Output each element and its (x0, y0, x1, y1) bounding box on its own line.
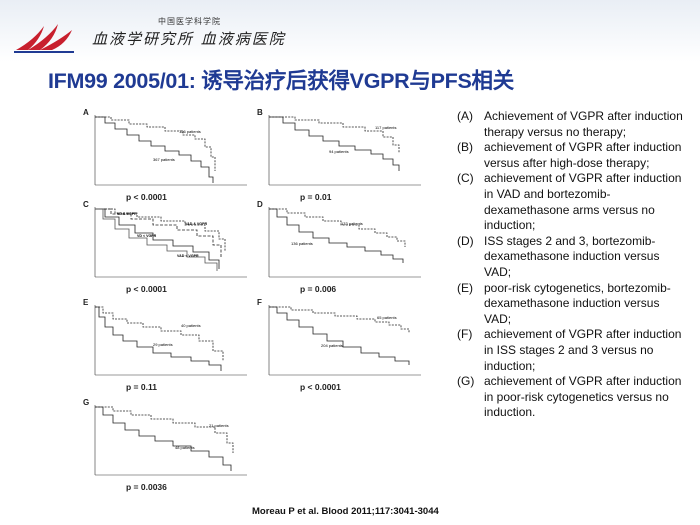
legend-text: Achievement of VGPR after induction ther… (484, 109, 683, 139)
legend-item: (D) ISS stages 2 and 3, bortezomib-dexam… (457, 234, 687, 281)
curve-dashed (95, 208, 226, 251)
panel-letter: D (257, 200, 263, 209)
panel-letter: A (83, 108, 89, 117)
curve-dashed (95, 306, 224, 361)
curve-label: 21 patients (209, 423, 229, 428)
legend-item: (F) achievement of VGPR after induction … (457, 327, 687, 374)
legend-tag: (A) (457, 109, 473, 123)
curve-dashed (269, 208, 406, 247)
curve-solid (269, 208, 404, 263)
curve-solid (269, 116, 400, 171)
panel-letter: C (83, 200, 89, 209)
curve-label: VD & VGPR (117, 212, 137, 216)
km-plot: 117 patients 94 patients (268, 115, 421, 186)
curve-dashed (95, 406, 234, 453)
panel-e: E 40 patients 29 patients p = 0.11 (82, 298, 252, 396)
curve-dashed (269, 306, 410, 333)
km-plot: 21 patients 48 patients (94, 405, 247, 476)
legend-text: ISS stages 2 and 3, bortezomib-dexametha… (484, 233, 660, 279)
curve-dashed (95, 116, 216, 171)
km-plot: 40 patients 29 patients (94, 305, 247, 376)
figure-legend: (A) Achievement of VGPR after induction t… (457, 109, 687, 421)
legend-tag: (B) (457, 140, 473, 155)
p-value: p < 0.0001 (126, 192, 167, 202)
panel-c: C VD & VGPR VAD & VGPR VD < VGPR VAD < V… (82, 200, 252, 298)
panel-d: D 133 patients 136 patients p = 0.006 (256, 200, 426, 298)
citation: Moreau P et al. Blood 2011;117:3041-3044 (252, 506, 439, 517)
legend-tag: (F) (457, 327, 473, 342)
curve-label: 40 patients (181, 323, 201, 328)
curve-label: 367 patients (153, 157, 175, 162)
legend-item: (C) achievement of VGPR after induction … (457, 171, 687, 233)
km-plot: VD & VGPR VAD & VGPR VD < VGPR VAD < VGP… (94, 207, 247, 278)
curve-dashed (269, 116, 400, 153)
panel-letter: F (257, 298, 262, 307)
panel-letter: G (83, 398, 90, 407)
curve-solid (95, 208, 218, 271)
legend-text: achievement of VGPR after induction in p… (484, 374, 682, 420)
panel-g: G 21 patients 48 patients p = 0.0036 (82, 398, 252, 496)
panel-f: F 65 patients 204 patients p < 0.0001 (256, 298, 426, 396)
p-value: p = 0.0036 (126, 482, 167, 492)
institute-logo (14, 24, 74, 53)
curve-label: VD < VGPR (137, 234, 157, 238)
curve-label: 94 patients (329, 149, 349, 154)
legend-tag: (G) (457, 374, 475, 389)
p-value: p = 0.01 (300, 192, 332, 202)
institution-name: 中国医学科学院 (158, 17, 221, 26)
legend-text: achievement of VGPR after induction vers… (484, 140, 682, 170)
curve-solid (95, 208, 220, 269)
curve-solid (95, 306, 222, 371)
legend-text: poor-risk cytogenetics, bortezomib-dexam… (484, 280, 671, 326)
curve-label: 65 patients (377, 315, 397, 320)
curve-solid (95, 406, 232, 471)
legend-text: achievement of VGPR after induction in I… (484, 327, 682, 373)
curve-label: 48 patients (175, 445, 195, 450)
km-plot: 126 patients 367 patients (94, 115, 247, 186)
curve-label: 29 patients (153, 342, 173, 347)
p-value: p = 0.006 (300, 284, 337, 294)
legend-item: (A) Achievement of VGPR after induction t… (457, 109, 687, 140)
curve-label: 133 patients (341, 221, 363, 226)
km-plot: 65 patients 204 patients (268, 305, 421, 376)
panel-letter: E (83, 298, 89, 307)
header-band (0, 0, 700, 62)
p-value: p < 0.0001 (300, 382, 341, 392)
slide-title: IFM99 2005/01: 诱导治疗后获得VGPR与PFS相关 (48, 69, 514, 93)
panel-a: A 126 patients 367 patients p < 0.0001 (82, 108, 252, 206)
curve-label: 136 patients (291, 241, 313, 246)
curve-label: 117 patients (375, 125, 397, 130)
institution-motto: 血液学研究所 血液病医院 (92, 30, 286, 48)
legend-tag: (D) (457, 233, 474, 248)
legend-tag: (C) (457, 171, 474, 186)
panel-letter: B (257, 108, 263, 117)
km-figure: A 126 patients 367 patients p < 0.0001 B… (82, 100, 432, 496)
legend-item: (E) poor-risk cytogenetics, bortezomib-d… (457, 281, 687, 328)
curve-solid (269, 306, 410, 365)
curve-label: 126 patients (179, 129, 201, 134)
curve-label: VAD & VGPR (185, 222, 208, 226)
legend-text: achievement of VGPR after induction in V… (484, 171, 682, 233)
curve-label: 204 patients (321, 343, 343, 348)
curve-solid (95, 116, 214, 183)
p-value: p = 0.11 (126, 382, 157, 392)
legend-tag: (E) (457, 280, 473, 295)
curve-label: VAD < VGPR (177, 254, 199, 258)
km-plot: 133 patients 136 patients (268, 207, 421, 278)
curve-dashed (95, 208, 222, 257)
legend-item: (G) achievement of VGPR after induction … (457, 374, 687, 421)
legend-item: (B) achievement of VGPR after induction … (457, 140, 687, 171)
panel-b: B 117 patients 94 patients p = 0.01 (256, 108, 426, 206)
p-value: p < 0.0001 (126, 284, 167, 294)
